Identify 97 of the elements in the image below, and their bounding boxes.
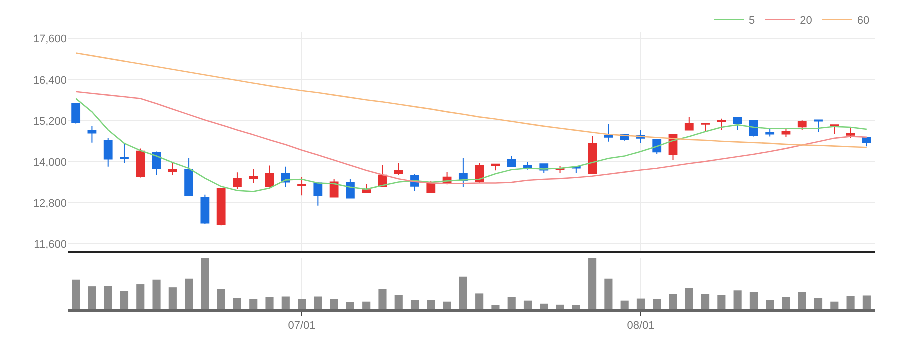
candlestick [104,138,113,168]
bar [152,280,161,309]
legend-label: 20 [800,15,812,28]
bar [443,302,452,309]
bar [702,294,710,309]
candlestick [314,182,323,206]
bar [718,295,726,309]
candlestick [346,178,355,199]
bar [185,278,194,309]
bar [394,295,403,309]
bar [766,300,774,309]
candlestick [782,128,791,138]
bar [798,292,806,309]
bar [201,258,210,309]
candlestick [733,117,742,131]
x-tick-label: 07/01 [288,320,316,332]
bar [572,305,580,309]
bar [346,302,354,309]
bar [120,291,129,309]
bar [830,302,839,309]
candlestick [298,176,306,196]
candlestick [88,126,97,144]
candlestick [846,127,856,139]
bar [362,302,371,309]
bar [266,297,274,309]
bar [492,305,500,309]
candlestick [265,165,274,188]
candlestick [249,169,258,184]
candlestick [394,162,404,176]
bar [588,258,597,309]
x-tick-label: 08/01 [627,320,655,332]
candlestick [588,136,597,175]
bar [734,290,742,309]
bar [604,278,613,309]
bar [427,300,436,309]
bar [233,298,242,309]
bar [104,286,112,309]
candlestick [330,178,339,198]
candlestick [862,137,872,148]
candlestick [684,117,694,131]
y-tick-label: 15,200 [33,116,67,128]
candlestick [798,120,807,131]
y-tick-label: 12,800 [33,198,67,210]
bar [750,292,758,309]
candlestick [426,180,436,193]
bar [88,286,96,309]
y-tick-label: 16,400 [33,74,67,87]
y-tick-label: 17,600 [33,34,67,46]
candlestick [814,120,823,133]
bar [685,288,694,309]
bar [330,299,338,309]
candlestick [233,172,242,190]
candlestick [766,128,775,138]
bar [508,297,516,309]
bar [556,304,564,309]
bar [250,299,258,309]
bar [378,289,387,309]
candlestick [184,158,194,196]
bar [620,300,629,309]
bar [524,300,532,309]
legend-label: 60 [857,15,870,28]
y-tick-label: 11,600 [34,239,67,252]
bar [669,294,678,309]
candlestick [750,120,758,138]
candlestick [604,124,614,142]
bar [782,297,790,309]
bar [476,294,484,309]
bar [846,296,855,309]
bar [314,296,322,309]
bar [636,298,646,309]
bar [217,289,226,309]
bar [540,304,548,309]
bar [136,284,145,309]
line-series [75,52,868,148]
candlestick [120,143,129,164]
candlestick [200,194,210,224]
candlestick [72,103,81,124]
candlestick [491,164,500,172]
bar [459,276,468,309]
candlestick [216,188,226,226]
bar [814,298,823,309]
bar [298,299,306,309]
candlestick [701,124,710,133]
bar [653,299,662,309]
candlestick [168,162,178,176]
bar [862,296,871,309]
candlestick [717,118,726,131]
candlestick [475,162,484,184]
legend-label: 5 [749,15,756,28]
candlestick [507,156,516,168]
bar [282,296,290,309]
bar [168,288,177,309]
bar [410,300,420,309]
candlestick [830,124,840,135]
bar [72,280,80,309]
y-tick-label: 14,000 [33,156,67,169]
candlestick [136,148,146,178]
